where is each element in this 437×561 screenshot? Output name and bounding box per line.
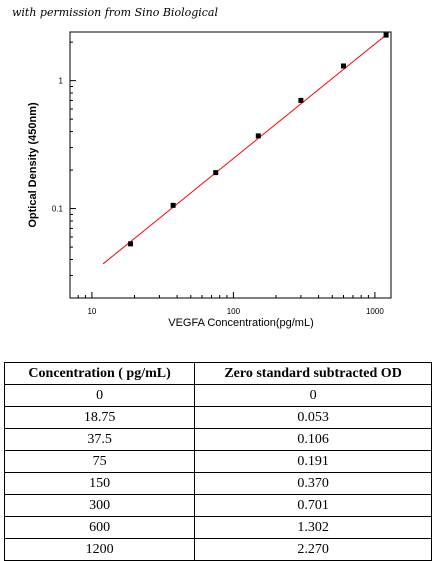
- x-tick-label: 1000: [366, 307, 384, 316]
- cell-od: 0.191: [194, 450, 432, 473]
- cell-od: 2.270: [194, 538, 432, 561]
- od-table: Concentration ( pg/mL) Zero standard sub…: [3, 362, 432, 561]
- table-header-row: Concentration ( pg/mL) Zero standard sub…: [3, 362, 432, 385]
- permission-credit: with permission from Sino Biological: [12, 6, 219, 19]
- fit-line-group: [102, 32, 389, 265]
- table-row: 600 1.302: [3, 516, 432, 539]
- x-tick-label: 100: [227, 307, 241, 316]
- table-row: 300 0.701: [3, 494, 432, 517]
- header-concentration: Concentration ( pg/mL): [3, 362, 196, 385]
- data-point: [255, 133, 261, 139]
- cell-concentration: 37.5: [3, 428, 196, 451]
- table-row: 18.75 0.053: [3, 406, 432, 429]
- plot-frame: [69, 31, 392, 299]
- data-point: [340, 63, 346, 69]
- cell-concentration: 150: [3, 472, 196, 495]
- table-row: 37.5 0.106: [3, 428, 432, 451]
- cell-concentration: 600: [3, 516, 196, 539]
- cell-concentration: 75: [3, 450, 196, 473]
- cell-concentration: 0: [3, 384, 196, 407]
- data-point: [128, 241, 134, 247]
- cell-od: 1.302: [194, 516, 432, 539]
- cell-concentration: 300: [3, 494, 196, 517]
- cell-od: 0.370: [194, 472, 432, 495]
- data-point: [213, 170, 219, 176]
- x-axis-title: VEGFA Concentration(pg/mL): [168, 317, 314, 329]
- y-tick-label: 0.1: [52, 205, 64, 214]
- data-point: [170, 202, 176, 208]
- standard-curve-chart: 10 100 1000 0.1 1 VEGFA Concentration(pg/mL)…: [27, 31, 392, 329]
- cell-concentration: 1200: [3, 538, 196, 561]
- cell-concentration: 18.75: [3, 406, 196, 429]
- y-tick-label: 1: [59, 77, 64, 86]
- header-od: Zero standard subtracted OD: [194, 362, 432, 385]
- data-point: [298, 97, 304, 103]
- cell-od: 0: [194, 384, 432, 407]
- y-axis-title: Optical Density (450nm): [27, 102, 39, 228]
- cell-od: 0.701: [194, 494, 432, 517]
- data-point: [383, 32, 389, 38]
- data-points: [128, 32, 389, 247]
- cell-od: 0.053: [194, 406, 432, 429]
- x-tick-label: 10: [87, 307, 96, 316]
- cell-od: 0.106: [194, 428, 432, 451]
- table-row: 1200 2.270: [3, 538, 432, 561]
- table-row: 75 0.191: [3, 450, 432, 473]
- table-row: 150 0.370: [3, 472, 432, 495]
- axis-ticks: 10 100 1000 0.1 1: [52, 41, 384, 316]
- fit-line: [102, 32, 389, 265]
